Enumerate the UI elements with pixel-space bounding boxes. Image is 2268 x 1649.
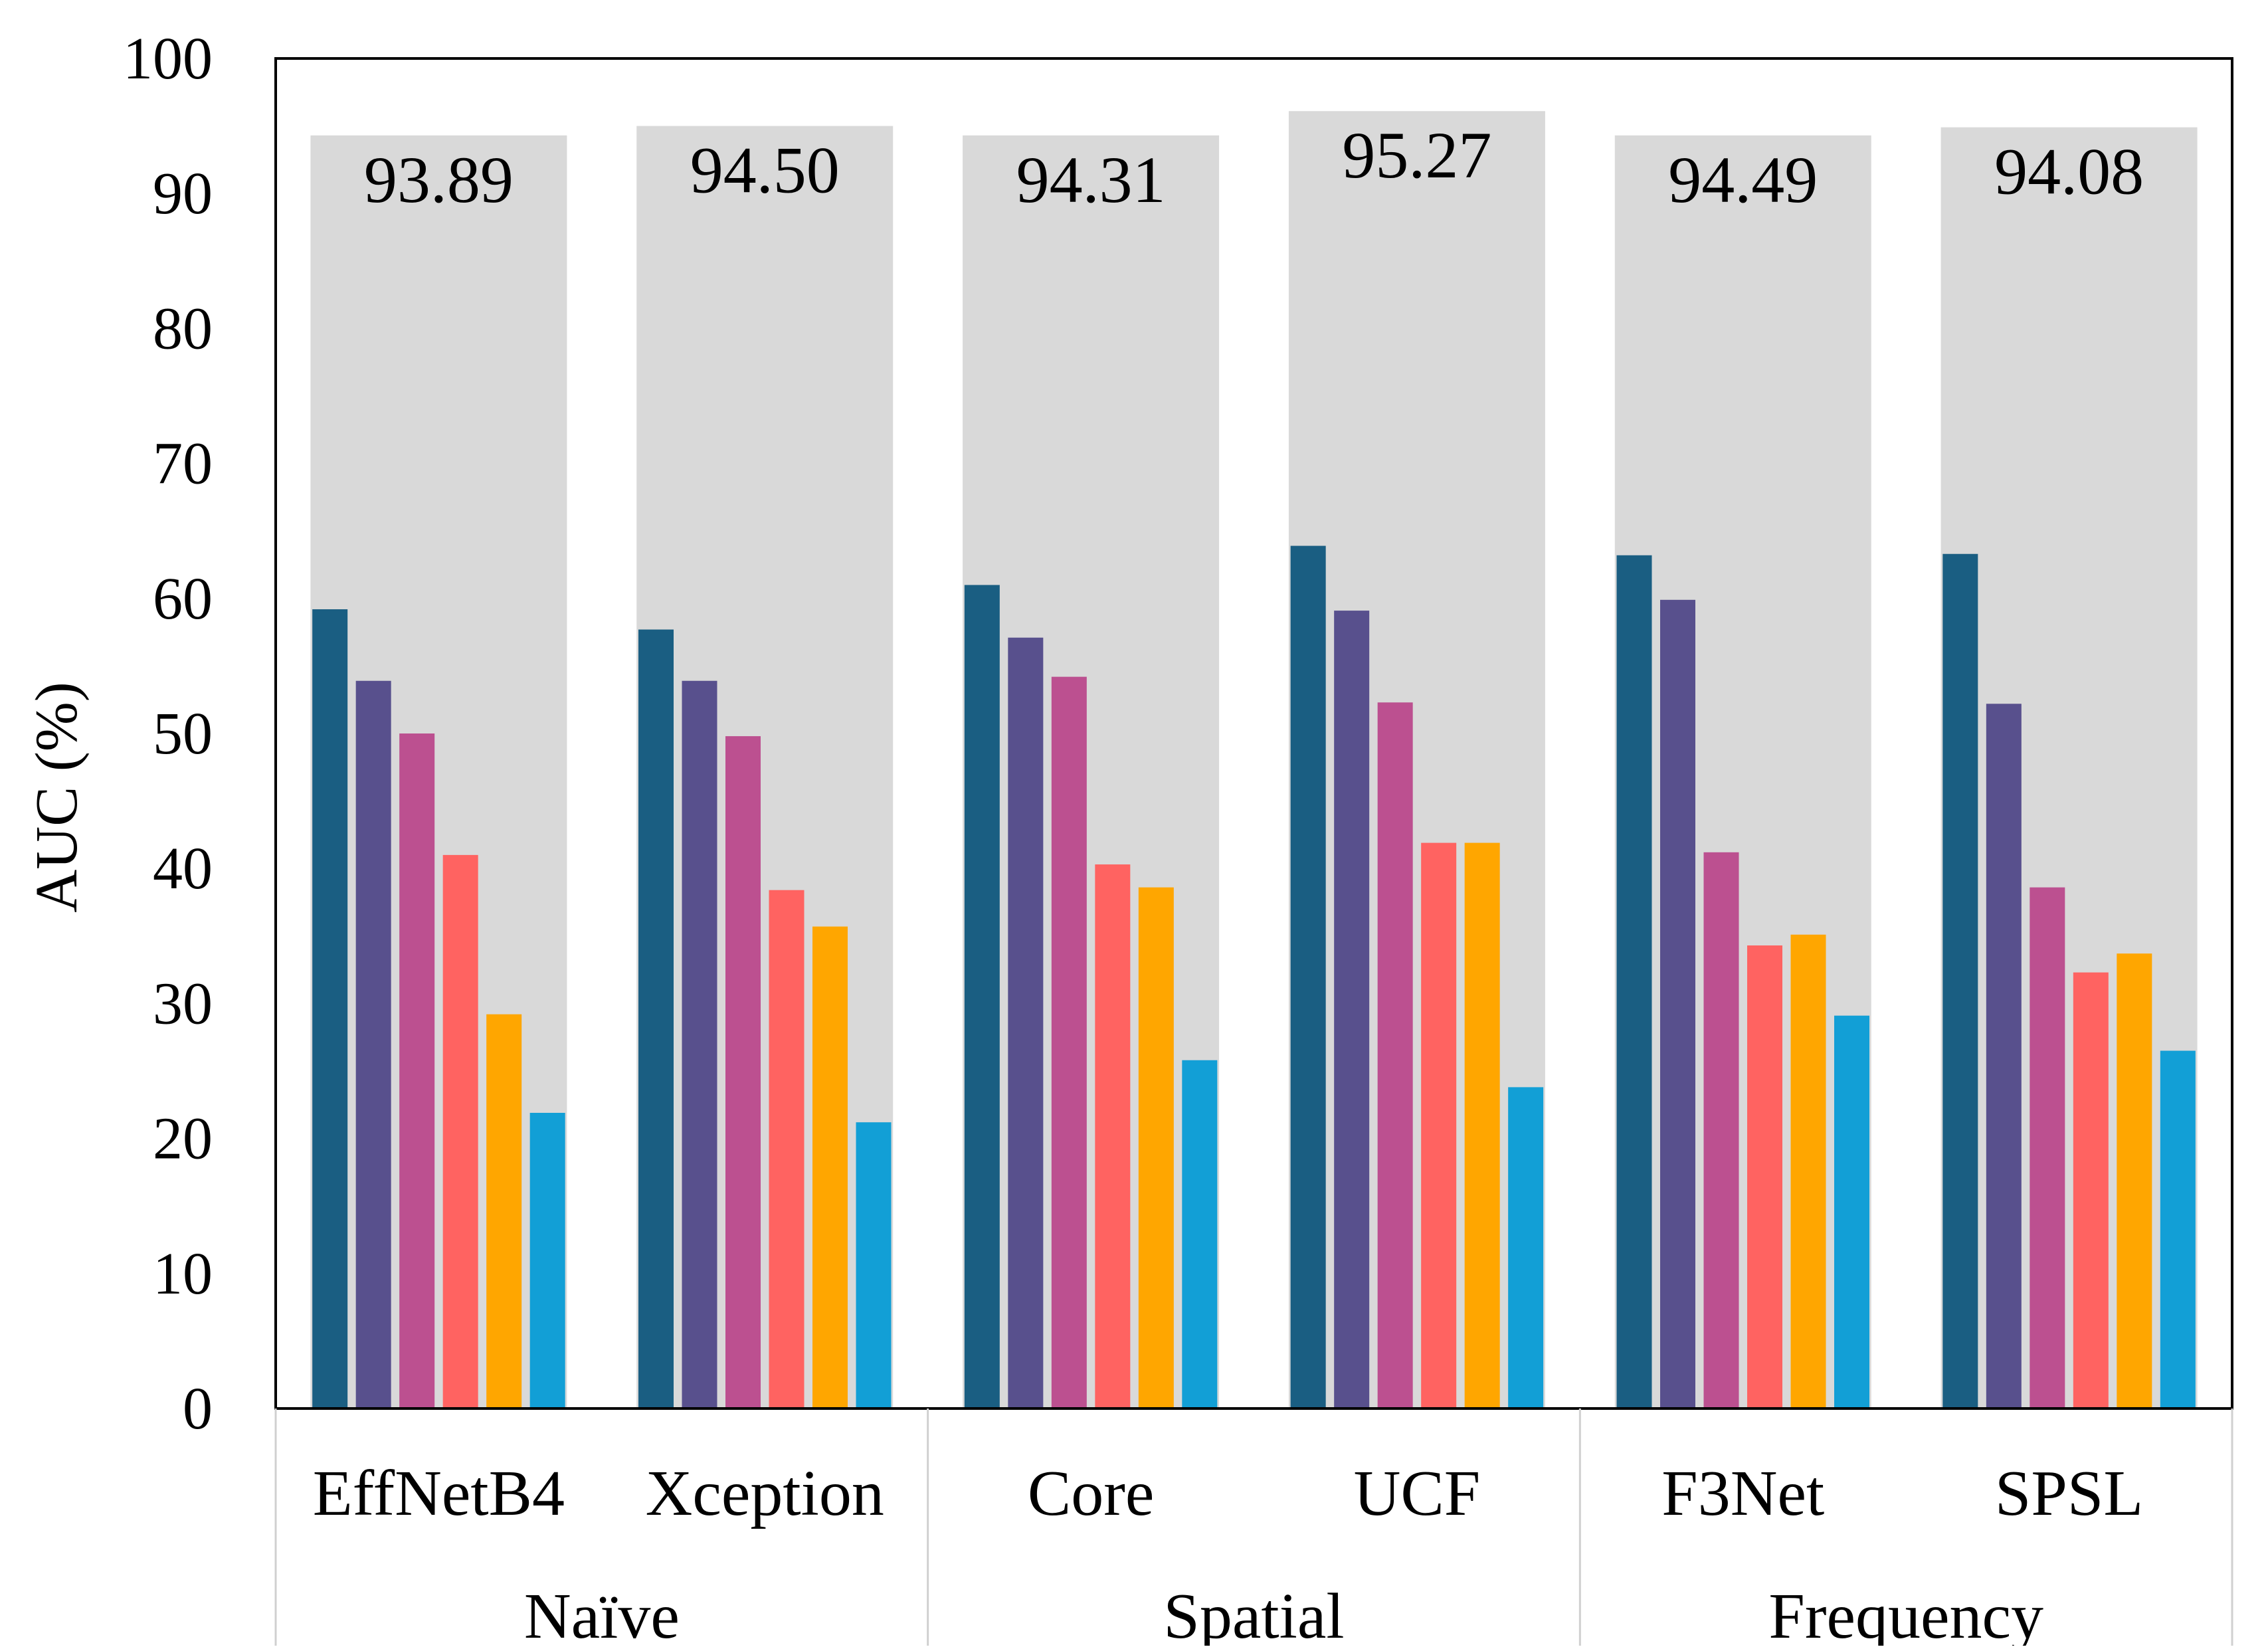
category-label-ucf: UCF: [1354, 1458, 1481, 1529]
y-tick-label-50: 50: [153, 701, 213, 767]
background-bar-effnetb4: [310, 135, 567, 1409]
y-tick-label-40: 40: [153, 836, 213, 902]
annotation-label-f3net: 94.49: [1668, 143, 1818, 217]
bar-effnetb4-series-6: [529, 1112, 565, 1408]
annotation-label-ucf: 95.27: [1342, 118, 1491, 192]
bar-spsl-series-1: [1942, 553, 1978, 1408]
category-label-effnetb4: EffNetB4: [313, 1458, 565, 1529]
bar-ucf-series-5: [1464, 842, 1500, 1408]
bar-xception-series-5: [812, 926, 848, 1408]
bar-xception-series-1: [638, 629, 674, 1408]
bar-effnetb4-series-5: [486, 1014, 522, 1408]
bar-ucf-series-2: [1334, 611, 1370, 1408]
background-bar-xception: [636, 126, 894, 1409]
bar-core-series-5: [1138, 887, 1174, 1408]
bar-core-series-6: [1182, 1060, 1218, 1408]
y-axis-title: AUC (%): [24, 682, 90, 912]
y-tick-label-100: 100: [123, 26, 213, 92]
bar-effnetb4-series-1: [312, 609, 348, 1408]
background-bar-ucf: [1288, 111, 1545, 1408]
group-label-spatial: Spatial: [1163, 1581, 1344, 1646]
bar-spsl-series-3: [2030, 887, 2065, 1408]
annotation-label-spsl: 94.08: [1994, 135, 2144, 209]
background-bar-core: [963, 135, 1220, 1409]
labels-layer: AUC (%) 0 10 20 30 40 50 60 70 80 90 100 EffNetB4 Xc…: [24, 26, 2143, 1649]
category-label-f3net: F3Net: [1661, 1458, 1824, 1529]
bar-xception-series-2: [682, 680, 717, 1408]
y-tick-label-0: 0: [183, 1376, 213, 1442]
group-label-na-ve: Naïve: [524, 1581, 680, 1646]
y-tick-label-60: 60: [153, 566, 213, 632]
background-bar-spsl: [1940, 127, 2198, 1409]
annotation-label-effnetb4: 93.89: [364, 143, 514, 217]
bar-xception-series-4: [769, 890, 804, 1408]
bar-f3net-series-3: [1703, 852, 1739, 1408]
bar-spsl-series-5: [2117, 953, 2152, 1408]
annotation-label-core: 94.31: [1016, 143, 1166, 217]
bar-f3net-series-4: [1747, 945, 1782, 1408]
annotation-label-xception: 94.50: [690, 134, 840, 207]
bar-ucf-series-1: [1290, 545, 1326, 1408]
axes-layer: [274, 57, 2233, 1646]
bar-f3net-series-5: [1790, 934, 1826, 1408]
bar-core-series-3: [1051, 676, 1087, 1408]
annotation-labels-layer: 93.89 94.50 94.31 95.27 94.49 94.08: [364, 118, 2144, 217]
background-bars-layer: [310, 111, 2198, 1409]
bar-f3net-series-2: [1660, 599, 1695, 1408]
y-tick-label-30: 30: [153, 971, 213, 1036]
bar-spsl-series-2: [1986, 704, 2022, 1408]
bar-effnetb4-series-3: [399, 733, 435, 1408]
category-label-xception: Xception: [646, 1458, 884, 1529]
y-tick-label-80: 80: [153, 296, 213, 361]
bar-spsl-series-6: [2160, 1050, 2196, 1408]
bar-f3net-series-1: [1616, 555, 1652, 1408]
group-label-frequency: Frequency: [1768, 1581, 2043, 1646]
category-label-spsl: SPSL: [1995, 1458, 2143, 1529]
plot-frame: [274, 57, 2233, 1410]
bar-f3net-series-6: [1834, 1015, 1869, 1408]
background-bar-f3net: [1614, 135, 1871, 1409]
y-tick-label-20: 20: [153, 1106, 213, 1172]
bar-ucf-series-6: [1508, 1087, 1544, 1408]
series-bars-layer: [312, 545, 2196, 1408]
bar-ucf-series-4: [1421, 842, 1457, 1408]
bar-effnetb4-series-2: [355, 680, 391, 1408]
bar-spsl-series-4: [2073, 972, 2109, 1408]
bar-xception-series-3: [725, 736, 761, 1408]
y-tick-label-90: 90: [153, 161, 213, 227]
bar-effnetb4-series-4: [442, 854, 478, 1408]
bar-core-series-4: [1095, 864, 1131, 1408]
bar-core-series-2: [1008, 637, 1044, 1408]
y-tick-label-70: 70: [153, 431, 213, 497]
y-tick-label-10: 10: [153, 1241, 213, 1307]
bar-xception-series-6: [856, 1122, 892, 1408]
bar-ucf-series-3: [1377, 702, 1413, 1408]
category-label-core: Core: [1028, 1458, 1155, 1529]
bar-core-series-1: [964, 585, 1000, 1408]
